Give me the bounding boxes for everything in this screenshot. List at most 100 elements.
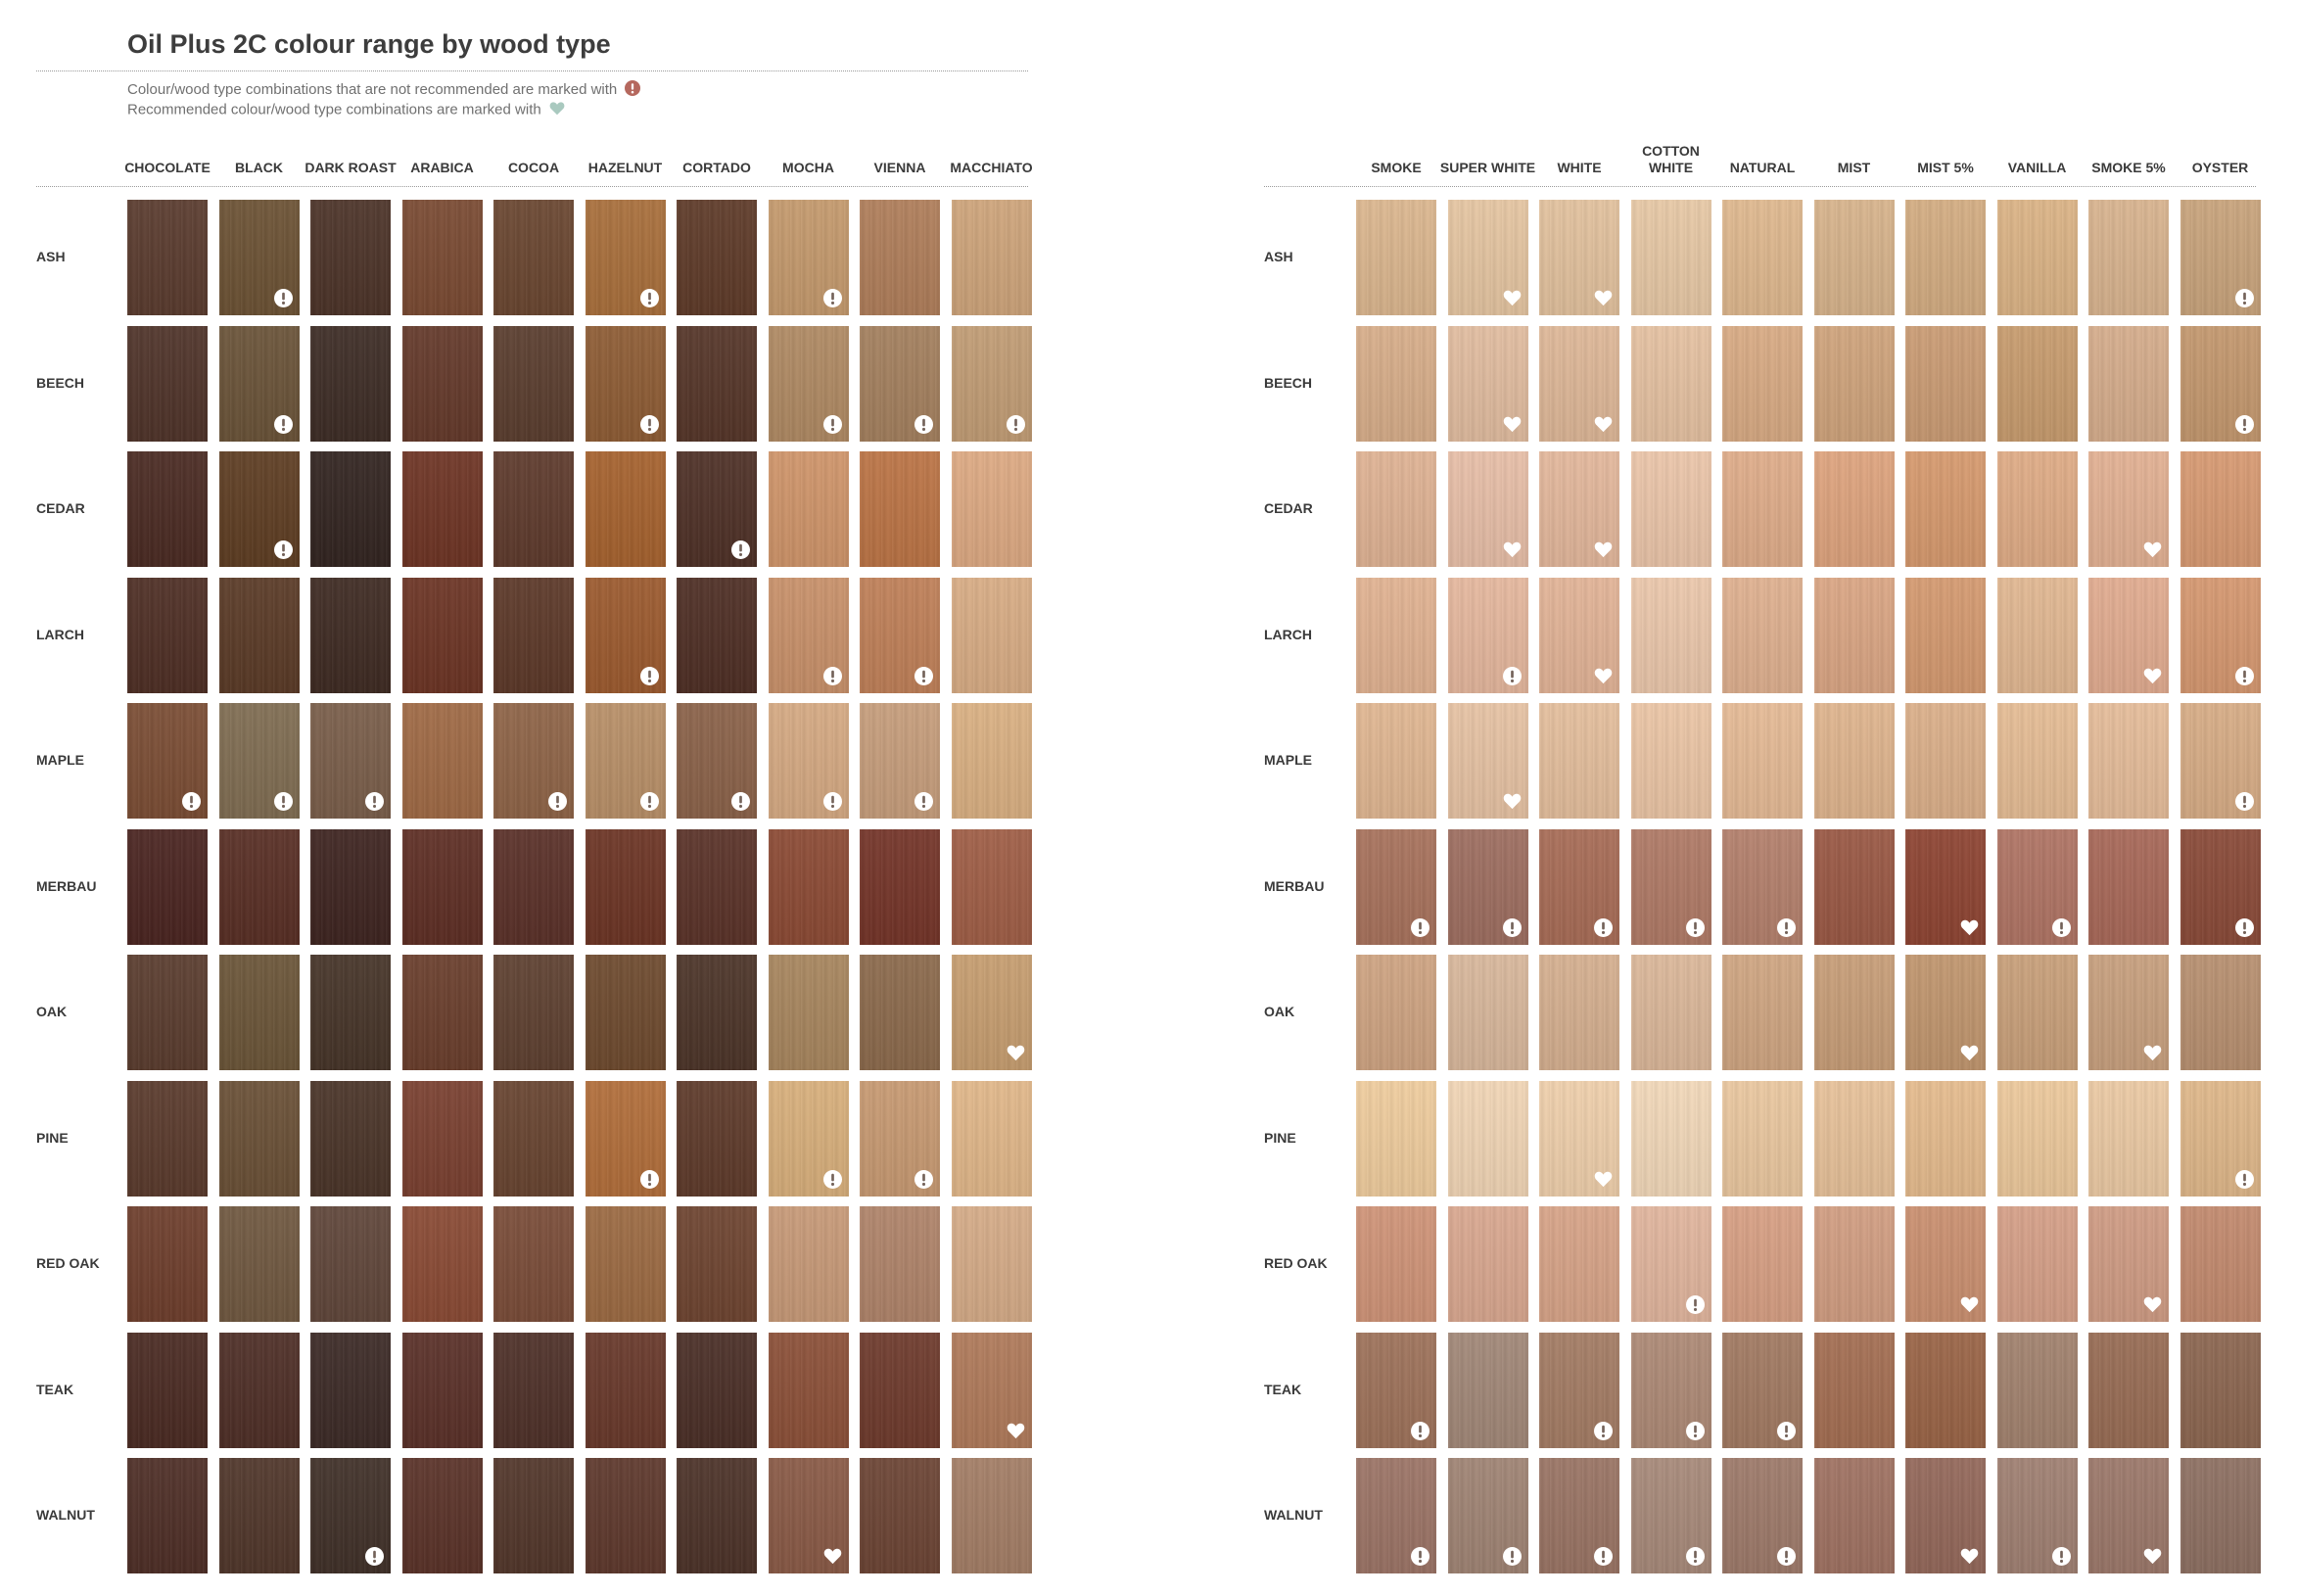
legend-recommended: Recommended colour/wood type combination… — [127, 101, 565, 119]
swatch-pine-dark-roast — [310, 1080, 391, 1197]
exclamation-circle-icon — [822, 414, 842, 434]
column-header-mocha: MOCHA — [759, 133, 859, 176]
heart-icon — [1594, 289, 1613, 307]
column-header-label: MIST — [1837, 160, 1871, 175]
swatch-maple-hazelnut — [585, 703, 666, 819]
exclamation-circle-icon — [273, 540, 293, 559]
swatch-larch-mist-5pct — [1905, 577, 1986, 693]
swatch-oak-white — [1539, 955, 1619, 1070]
row-label-cedar: CEDAR — [1264, 500, 1313, 516]
swatch-larch-cocoa — [493, 577, 574, 693]
swatch-cedar-macchiato — [951, 451, 1032, 567]
swatch-teak-vienna — [860, 1332, 940, 1448]
swatch-teak-super-white — [1447, 1332, 1528, 1448]
exclamation-circle-icon — [639, 1169, 659, 1189]
swatch-cedar-dark-roast — [310, 451, 391, 567]
swatch-walnut-arabica — [401, 1458, 483, 1573]
swatch-ash-cotton-white — [1630, 200, 1711, 315]
swatch-beech-vienna — [860, 325, 940, 442]
row-label-oak: OAK — [1264, 1004, 1295, 1019]
swatch-maple-natural — [1722, 703, 1803, 819]
heart-icon — [549, 101, 565, 119]
column-header-label: SMOKE — [1371, 160, 1422, 175]
column-header-black: BLACK — [210, 133, 309, 176]
swatch-beech-cortado — [677, 325, 757, 442]
swatch-maple-chocolate — [127, 703, 208, 819]
row-label-merbau: MERBAU — [1264, 877, 1325, 894]
swatch-oak-cotton-white — [1630, 955, 1711, 1070]
column-header-label: VANILLA — [2007, 160, 2067, 175]
exclamation-circle-icon — [639, 666, 659, 685]
swatch-cedar-mocha — [768, 451, 849, 567]
column-header-white: WHITE — [1529, 133, 1629, 176]
column-header-cotton-white: COTTON WHITE — [1621, 133, 1721, 176]
column-header-label: COCOA — [507, 160, 560, 175]
swatch-ash-smoke — [1356, 200, 1436, 315]
heart-icon — [1007, 1422, 1025, 1440]
swatch-red-oak-natural — [1722, 1206, 1803, 1322]
column-header-smoke-5pct: SMOKE 5% — [2079, 133, 2179, 176]
swatch-red-oak-smoke — [1356, 1206, 1436, 1322]
column-header-label: MOCHA — [782, 160, 834, 175]
swatch-maple-oyster — [2180, 703, 2261, 819]
heart-icon — [1503, 540, 1522, 559]
swatch-ash-super-white — [1447, 200, 1528, 315]
swatch-pine-cocoa — [493, 1080, 574, 1197]
swatch-walnut-smoke — [1356, 1458, 1436, 1573]
column-header-label: VIENNA — [873, 160, 926, 175]
swatch-ash-cortado — [677, 200, 757, 315]
swatch-larch-hazelnut — [585, 577, 666, 693]
swatch-walnut-chocolate — [127, 1458, 208, 1573]
swatch-beech-mist — [1813, 325, 1895, 442]
swatch-maple-macchiato — [951, 703, 1032, 819]
swatch-maple-mist-5pct — [1905, 703, 1986, 819]
swatch-oak-arabica — [401, 955, 483, 1070]
swatch-red-oak-cortado — [677, 1206, 757, 1322]
column-header-dark-roast: DARK ROAST — [301, 133, 400, 176]
heart-icon — [1007, 1044, 1025, 1062]
swatch-larch-super-white — [1447, 577, 1528, 693]
swatch-teak-oyster — [2180, 1332, 2261, 1448]
swatch-oak-black — [218, 955, 300, 1070]
swatch-teak-vanilla — [1996, 1332, 2078, 1448]
heart-icon — [2143, 1295, 2162, 1314]
swatch-cedar-white — [1539, 451, 1619, 567]
swatch-merbau-vienna — [860, 828, 940, 945]
row-label-ash: ASH — [36, 249, 66, 264]
swatch-maple-black — [218, 703, 300, 819]
swatch-walnut-black — [218, 1458, 300, 1573]
swatch-beech-mocha — [768, 325, 849, 442]
swatch-ash-vanilla — [1996, 200, 2078, 315]
exclamation-circle-icon — [639, 289, 659, 307]
swatch-walnut-oyster — [2180, 1458, 2261, 1573]
swatch-red-oak-hazelnut — [585, 1206, 666, 1322]
exclamation-circle-icon — [365, 792, 384, 811]
heart-icon — [1960, 1547, 1979, 1566]
swatch-walnut-mist — [1813, 1458, 1895, 1573]
exclamation-circle-icon — [1594, 917, 1613, 937]
swatch-oak-mocha — [768, 955, 849, 1070]
swatch-beech-black — [218, 325, 300, 442]
exclamation-circle-icon — [2234, 289, 2254, 307]
swatch-pine-chocolate — [127, 1080, 208, 1197]
swatch-larch-black — [218, 577, 300, 693]
exclamation-circle-icon — [365, 1547, 384, 1566]
row-label-ash: ASH — [1264, 249, 1293, 264]
swatch-pine-mocha — [768, 1080, 849, 1197]
exclamation-circle-icon — [1594, 1547, 1613, 1566]
swatch-red-oak-vanilla — [1996, 1206, 2078, 1322]
page-title: Oil Plus 2C colour range by wood type — [127, 29, 611, 59]
swatch-larch-vienna — [860, 577, 940, 693]
swatch-red-oak-mocha — [768, 1206, 849, 1322]
row-label-teak: TEAK — [1264, 1381, 1302, 1397]
swatch-pine-black — [218, 1080, 300, 1197]
swatch-oak-chocolate — [127, 955, 208, 1070]
exclamation-circle-icon — [914, 414, 933, 434]
row-label-red-oak: RED OAK — [1264, 1255, 1328, 1271]
swatch-maple-arabica — [401, 703, 483, 819]
swatch-oak-cocoa — [493, 955, 574, 1070]
row-label-maple: MAPLE — [1264, 752, 1312, 768]
swatch-maple-mist — [1813, 703, 1895, 819]
swatch-maple-smoke-5pct — [2088, 703, 2169, 819]
swatch-larch-white — [1539, 577, 1619, 693]
